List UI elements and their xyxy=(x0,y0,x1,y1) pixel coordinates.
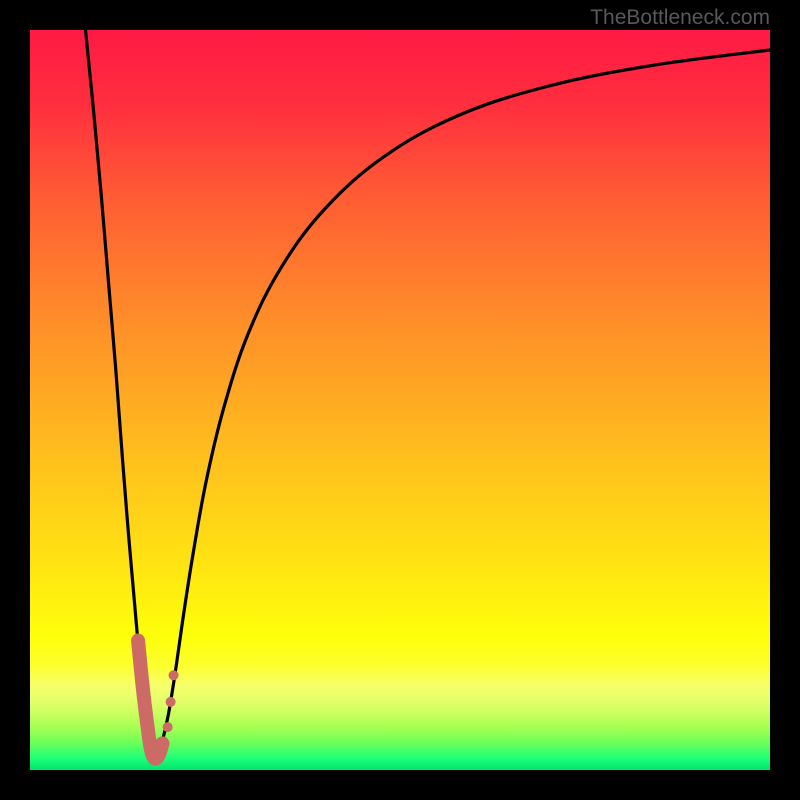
chart-frame: TheBottleneck.com xyxy=(0,0,800,800)
data-dot xyxy=(166,697,176,707)
bottleneck-chart xyxy=(30,30,770,770)
data-dot xyxy=(169,670,179,680)
watermark-text: TheBottleneck.com xyxy=(590,6,770,30)
data-dot xyxy=(163,722,173,732)
